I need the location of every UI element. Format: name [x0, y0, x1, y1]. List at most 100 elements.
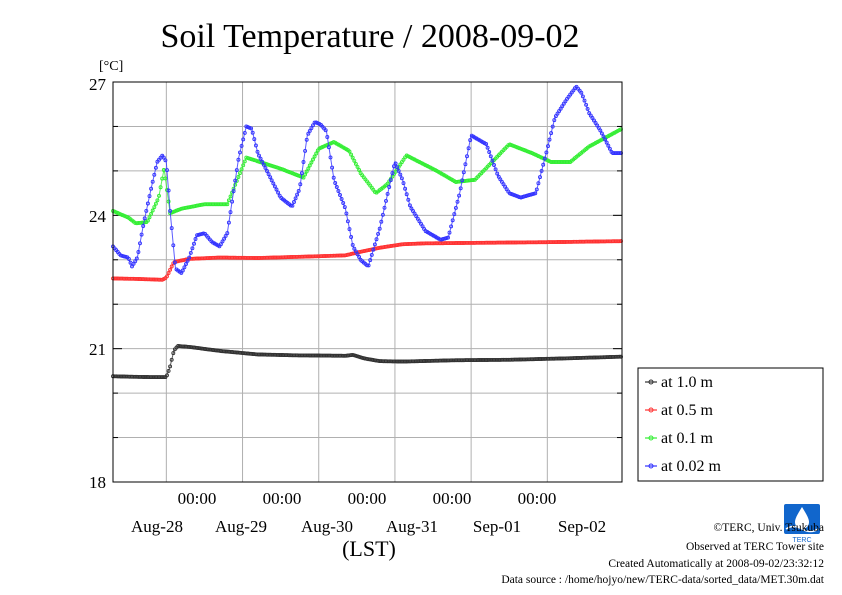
data-point — [380, 212, 385, 217]
data-point — [269, 178, 274, 183]
data-point — [357, 255, 362, 259]
data-point — [182, 265, 187, 270]
data-point — [250, 130, 255, 135]
data-point — [468, 138, 473, 143]
data-point — [541, 162, 546, 167]
created-at-text: Created Automatically at 2008-09-02/23:3… — [608, 558, 824, 570]
data-point — [233, 178, 238, 183]
data-point — [239, 143, 244, 148]
data-point — [138, 241, 142, 246]
data-point — [407, 203, 412, 208]
data-point — [495, 171, 500, 176]
data-point — [161, 375, 166, 380]
data-point — [314, 151, 319, 156]
data-point — [218, 242, 223, 247]
data-point — [253, 143, 258, 148]
data-point — [145, 218, 150, 223]
series-at-0-02-m — [111, 84, 623, 275]
data-point — [223, 233, 228, 238]
data-point — [617, 151, 622, 156]
data-point — [153, 165, 158, 170]
data-point — [301, 160, 306, 164]
data-point — [349, 235, 354, 239]
data-point — [226, 198, 231, 203]
data-point — [353, 161, 358, 166]
data-point — [304, 169, 309, 174]
data-point — [458, 186, 463, 191]
data-point — [258, 156, 263, 161]
data-point — [450, 218, 455, 223]
data-point — [399, 176, 404, 181]
data-point — [150, 208, 155, 213]
data-point — [403, 186, 408, 191]
data-point — [401, 181, 406, 186]
data-point — [539, 168, 544, 173]
data-point — [134, 256, 139, 261]
data-point — [311, 123, 315, 128]
copyright-text: ©TERC, Univ. Tsukuba — [714, 522, 824, 534]
data-point — [607, 146, 612, 151]
data-point — [604, 140, 609, 145]
data-point — [228, 194, 233, 199]
data-point — [141, 224, 146, 228]
series-at-0-1-m — [111, 127, 623, 226]
data-point — [309, 126, 314, 131]
data-point — [242, 130, 247, 135]
data-point — [379, 219, 384, 224]
legend-swatch-marker — [648, 435, 654, 441]
data-point — [347, 149, 352, 154]
chart-title: Soil Temperature / 2008-09-02 — [160, 18, 579, 55]
data-point — [295, 192, 300, 197]
data-point — [169, 226, 174, 231]
y-tick-label: 21 — [89, 340, 106, 359]
data-point — [241, 163, 246, 168]
data-point — [345, 219, 350, 224]
data-point — [347, 227, 352, 232]
data-point — [292, 200, 296, 204]
data-point — [490, 158, 495, 163]
data-point — [153, 201, 158, 206]
data-point — [533, 191, 538, 196]
data-point — [617, 354, 622, 359]
data-point — [192, 241, 196, 246]
data-point — [352, 158, 357, 163]
terc-logo: TERC — [784, 504, 820, 544]
data-point — [165, 168, 169, 173]
x-tick-date-label: Aug-29 — [215, 517, 267, 536]
data-point — [355, 252, 360, 257]
data-point — [538, 175, 542, 180]
data-point — [307, 163, 312, 168]
data-point — [460, 178, 465, 183]
x-axis-label: (LST) — [342, 536, 396, 561]
series-at-1-0-m — [111, 344, 623, 380]
data-point — [617, 239, 622, 244]
data-point — [341, 201, 346, 205]
data-point — [406, 197, 411, 202]
data-point — [485, 145, 490, 150]
data-point — [147, 194, 152, 199]
data-point — [157, 193, 161, 198]
data-point — [255, 149, 260, 154]
data-point — [376, 231, 381, 236]
x-tick-time-label: 00:00 — [433, 489, 472, 508]
data-point — [231, 189, 236, 194]
data-point — [180, 268, 185, 273]
data-point — [536, 181, 541, 186]
data-point — [384, 198, 388, 203]
data-point — [187, 255, 192, 260]
data-point — [580, 94, 585, 99]
x-tick-date-label: Aug-30 — [301, 517, 353, 536]
y-tick-label: 18 — [89, 473, 106, 492]
data-point — [396, 168, 401, 173]
data-point — [549, 131, 554, 136]
data-point — [334, 185, 339, 189]
data-point — [296, 188, 301, 193]
logo-wave — [785, 525, 819, 533]
data-point — [228, 210, 233, 215]
data-point — [328, 155, 333, 160]
data-point — [242, 159, 247, 164]
x-tick-time-label: 00:00 — [178, 489, 217, 508]
data-point — [390, 171, 395, 176]
logo-text: TERC — [792, 537, 811, 544]
data-point — [333, 181, 338, 185]
